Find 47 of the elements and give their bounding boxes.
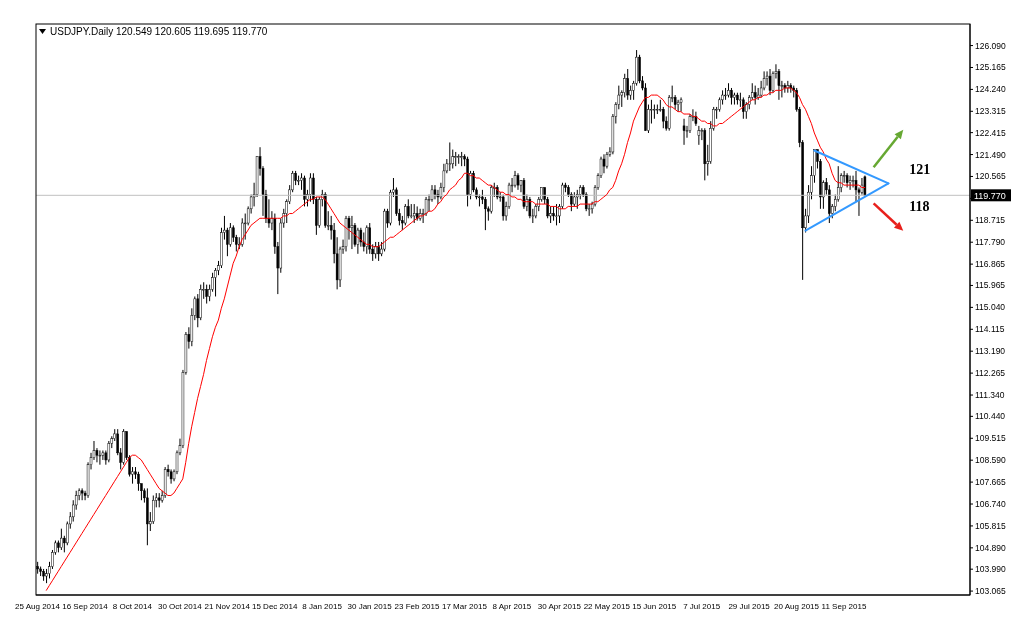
x-tick-label: 30 Oct 2014 — [158, 601, 203, 611]
y-tick-label: 124.240 — [975, 84, 1006, 95]
y-tick-label: 113.190 — [975, 346, 1006, 357]
annotation: 121 — [909, 162, 931, 178]
y-tick-label: 120.565 — [975, 171, 1006, 182]
x-tick-label: 8 Apr 2015 — [492, 601, 532, 611]
y-tick-label: 116.865 — [975, 259, 1006, 270]
y-tick-label: 115.040 — [975, 302, 1006, 313]
chart-title: USDJPY.Daily 120.549 120.605 119.695 119.770 — [50, 26, 268, 37]
y-tick-label: 115.965 — [975, 280, 1006, 291]
y-tick-label: 105.815 — [975, 520, 1006, 531]
y-tick-label: 111.340 — [975, 390, 1005, 401]
x-tick-label: 15 Dec 2014 — [252, 601, 298, 611]
x-tick-label: 25 Aug 2014 — [15, 601, 61, 611]
x-tick-label: 23 Feb 2015 — [394, 601, 441, 611]
x-tick-label: 20 Aug 2015 — [774, 601, 820, 611]
y-tick-label: 123.315 — [975, 106, 1006, 117]
y-tick-label: 103.990 — [975, 564, 1006, 575]
y-tick-label: 117.790 — [975, 237, 1006, 248]
y-tick-label: 112.265 — [975, 368, 1006, 379]
y-tick-label: 103.065 — [975, 586, 1006, 597]
x-tick-label: 21 Nov 2014 — [204, 601, 251, 611]
x-tick-label: 22 May 2015 — [583, 601, 631, 611]
x-tick-label: 15 Jun 2015 — [632, 601, 677, 611]
x-tick-label: 30 Apr 2015 — [537, 601, 582, 611]
y-tick-label: 126.090 — [975, 40, 1006, 51]
y-tick-label: 104.890 — [975, 542, 1006, 553]
y-tick-label: 125.165 — [975, 62, 1006, 73]
y-tick-label: 114.115 — [975, 324, 1005, 335]
ref-line-label: 119.770 — [974, 190, 1006, 201]
x-tick-label: 17 Mar 2015 — [441, 601, 488, 611]
x-tick-label: 8 Jan 2015 — [302, 601, 343, 611]
x-tick-label: 16 Sep 2014 — [62, 601, 109, 611]
x-tick-label: 8 Oct 2014 — [112, 601, 153, 611]
y-tick-label: 110.440 — [975, 411, 1006, 422]
x-tick-label: 7 Jul 2015 — [683, 601, 721, 611]
y-tick-label: 107.665 — [975, 477, 1006, 488]
y-tick-label: 118.715 — [975, 215, 1006, 226]
y-tick-label: 109.515 — [975, 433, 1006, 444]
x-tick-label: 30 Jan 2015 — [347, 601, 393, 611]
y-tick-label: 106.740 — [975, 499, 1006, 510]
y-tick-label: 122.415 — [975, 127, 1006, 138]
annotation: 118 — [909, 199, 930, 215]
x-tick-label: 11 Sep 2015 — [821, 601, 867, 611]
y-tick-label: 108.590 — [975, 455, 1006, 466]
x-tick-label: 29 Jul 2015 — [728, 601, 771, 611]
y-tick-label: 121.490 — [975, 149, 1006, 160]
